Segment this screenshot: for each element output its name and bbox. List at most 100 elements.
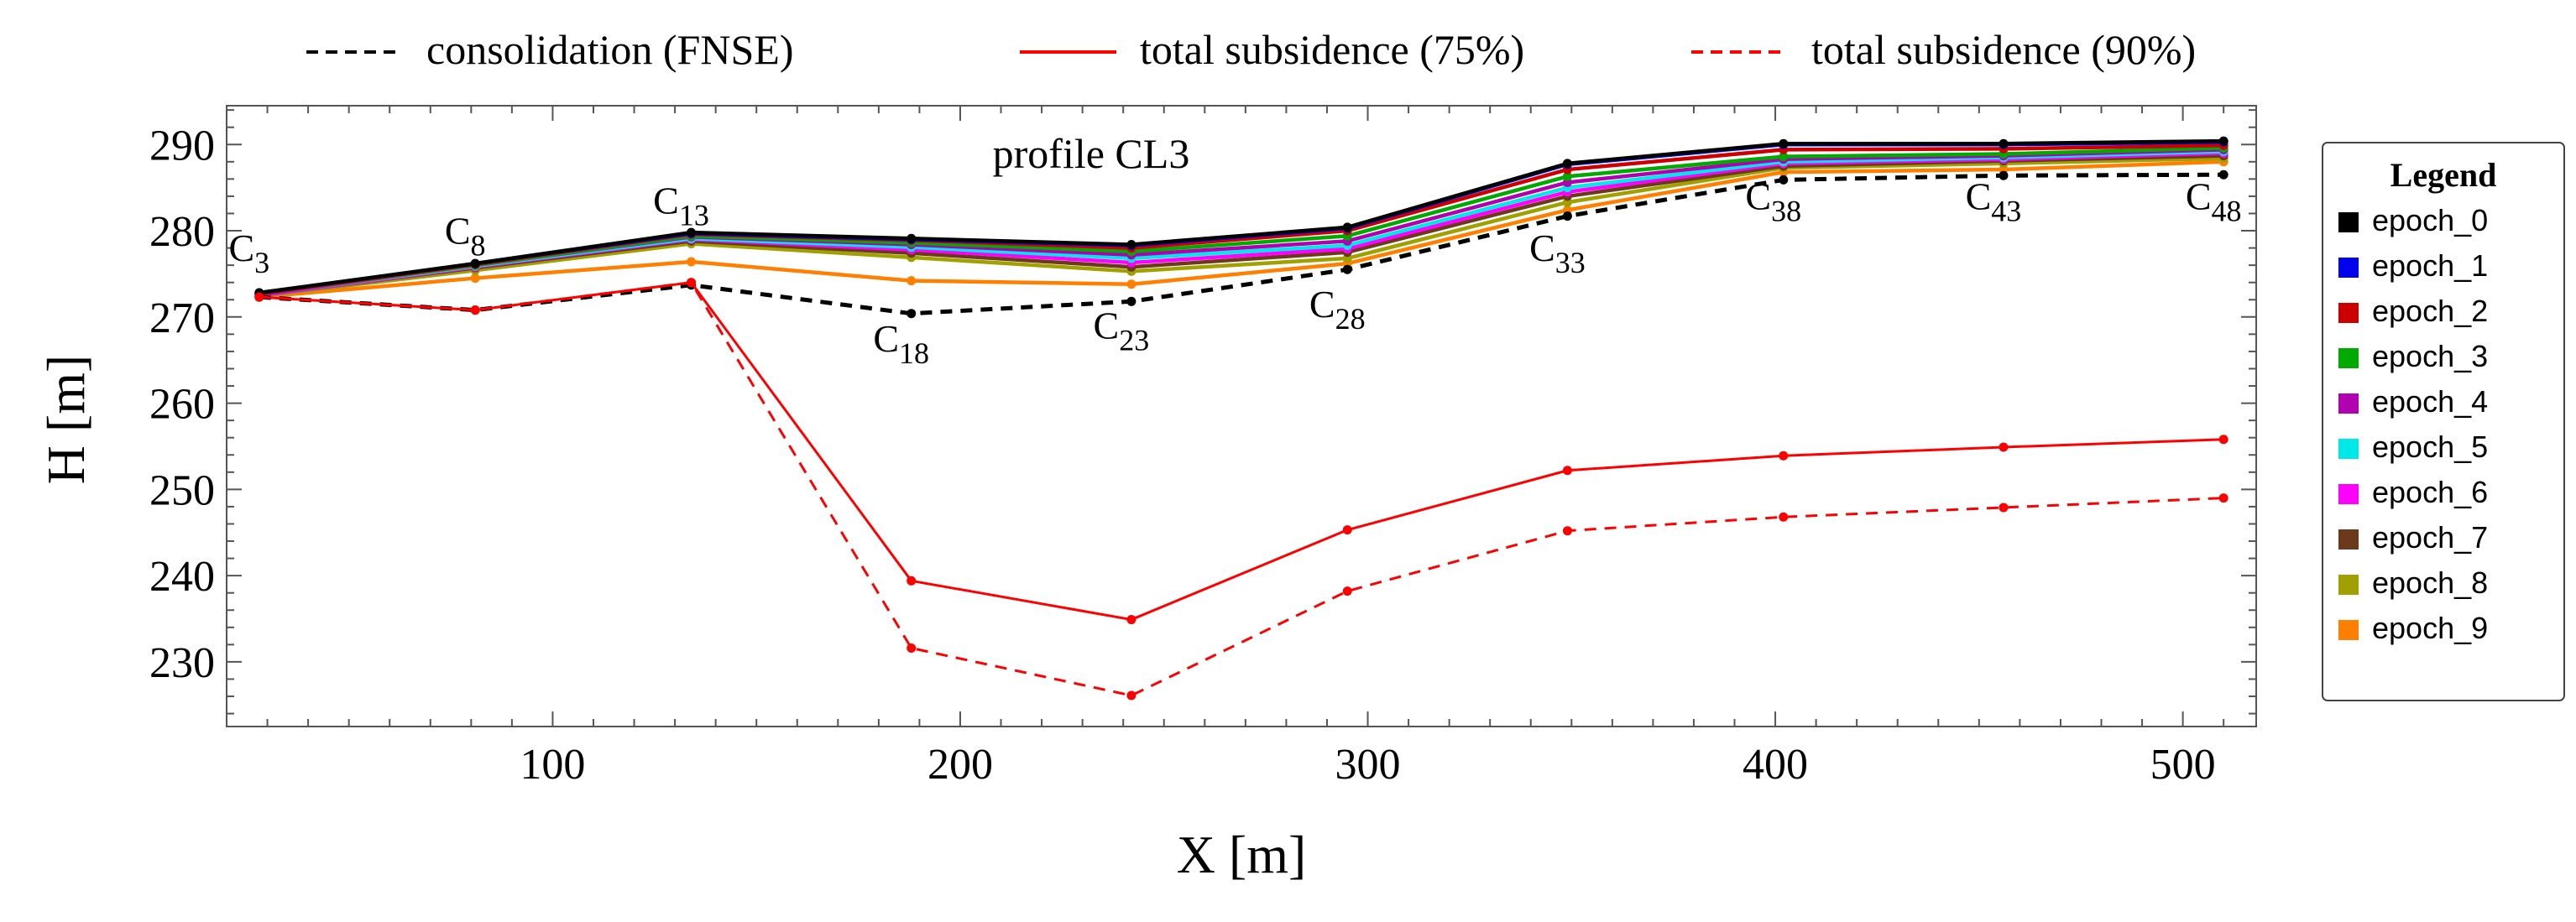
- legend-item-label: epoch_9: [2372, 611, 2488, 645]
- legend-swatch: [2338, 303, 2359, 323]
- data-point: [1779, 512, 1789, 522]
- data-point: [907, 576, 917, 586]
- chart-title: profile CL3: [993, 130, 1190, 177]
- data-point: [2218, 493, 2229, 503]
- series-line-consolidation-fnse-: [259, 172, 2224, 316]
- legend-swatch: [2338, 620, 2359, 640]
- data-point: [1126, 690, 1136, 701]
- series-line-epoch-9: [259, 159, 2224, 300]
- y-tick-label: 230: [149, 639, 215, 687]
- data-point: [1342, 586, 1352, 596]
- data-point: [1126, 615, 1136, 625]
- x-tick-label: 100: [520, 741, 585, 789]
- legend-item-label: epoch_7: [2372, 520, 2488, 555]
- point-label: C8: [445, 209, 486, 262]
- series-line-epoch-0: [259, 138, 2224, 295]
- data-point: [1562, 159, 1572, 169]
- data-point: [907, 643, 917, 653]
- axis-ticks: 100 200 300 400 500 230 240 250 260 270 280 290: [149, 106, 2256, 789]
- top-legend: consolidation (FNSE) total subsidence (75…: [306, 26, 2196, 73]
- legend-swatch: [2338, 393, 2359, 414]
- y-tick-label: 270: [149, 294, 215, 342]
- y-tick-label: 250: [149, 466, 215, 514]
- legend-swatch: [2338, 439, 2359, 459]
- x-tick-label: 200: [927, 741, 993, 789]
- data-point: [470, 305, 480, 315]
- data-point: [687, 278, 697, 288]
- data-point: [907, 233, 917, 243]
- right-legend: Legend epoch_0 epoch_1 epoch_2 epoch_3epoch…: [2322, 142, 2565, 701]
- point-label: C33: [1529, 227, 1586, 279]
- legend-item-label: epoch_3: [2372, 339, 2488, 373]
- legend-item-label: epoch_4: [2372, 384, 2488, 419]
- top-legend-label: total subsidence (90%): [1811, 26, 2196, 73]
- data-point: [687, 257, 697, 267]
- data-point: [1779, 451, 1789, 461]
- x-tick-label: 400: [1743, 741, 1808, 789]
- legend-item-label: epoch_0: [2372, 203, 2488, 237]
- top-legend-label: total subsidence (75%): [1140, 26, 1524, 73]
- data-point: [1999, 442, 2009, 452]
- point-labels: C3 C8 C13 C18 C23 C28 C33 C38 C43 C48: [228, 175, 2241, 370]
- y-axis-label: H [m]: [36, 355, 96, 485]
- y-tick-label: 290: [149, 122, 215, 169]
- data-point: [1779, 175, 1789, 185]
- data-point: [1779, 152, 1789, 162]
- x-tick-label: 300: [1335, 741, 1401, 789]
- data-point: [907, 276, 917, 286]
- point-label: C38: [1745, 175, 1801, 227]
- legend-item-label: epoch_8: [2372, 565, 2488, 600]
- data-point: [1126, 279, 1136, 289]
- data-point: [1562, 211, 1572, 221]
- data-point: [1562, 171, 1572, 181]
- data-point: [2218, 435, 2229, 445]
- point-label: C23: [1094, 305, 1150, 357]
- data-point: [687, 227, 697, 237]
- point-label: C48: [2186, 175, 2242, 227]
- x-tick-label: 500: [2150, 741, 2216, 789]
- data-point: [907, 309, 917, 319]
- point-label: C18: [873, 317, 929, 370]
- data-point: [1126, 239, 1136, 249]
- data-point: [1999, 138, 2009, 148]
- legend-box: [2322, 142, 2565, 701]
- legend-swatch: [2338, 484, 2359, 504]
- point-label: C28: [1309, 283, 1366, 336]
- legend-swatch: [2338, 258, 2359, 278]
- legend-item-label: epoch_6: [2372, 475, 2488, 509]
- series-line-total-subsidence-90-: [259, 281, 2224, 697]
- series-layer: [254, 136, 2229, 701]
- data-point: [1126, 296, 1136, 306]
- legend-swatch: [2338, 575, 2359, 595]
- data-point: [2218, 169, 2229, 180]
- data-point: [254, 292, 264, 302]
- data-point: [2218, 136, 2229, 146]
- point-label: C43: [1966, 175, 2022, 227]
- data-point: [470, 258, 480, 268]
- legend-swatch: [2338, 529, 2359, 550]
- series-line-total-subsidence-75-: [259, 281, 2224, 622]
- legend-item-label: epoch_5: [2372, 430, 2488, 464]
- series-line-epoch-8: [259, 156, 2224, 299]
- legend-swatch: [2338, 348, 2359, 368]
- data-point: [1999, 503, 2009, 513]
- point-label: C3: [228, 227, 269, 279]
- legend-title: Legend: [2391, 156, 2497, 194]
- legend-item-label: epoch_2: [2372, 294, 2488, 328]
- data-point: [1342, 264, 1352, 274]
- point-label: C13: [653, 179, 709, 232]
- x-axis-label: X [m]: [1177, 825, 1307, 884]
- data-point: [1779, 138, 1789, 148]
- data-point: [1342, 525, 1352, 535]
- data-point: [1342, 222, 1352, 232]
- data-point: [470, 273, 480, 284]
- legend-item-label: epoch_1: [2372, 248, 2488, 283]
- data-point: [1999, 170, 2009, 180]
- y-tick-label: 280: [149, 208, 215, 256]
- y-tick-label: 240: [149, 553, 215, 601]
- data-point: [1562, 466, 1572, 476]
- data-point: [1562, 526, 1572, 536]
- top-legend-label: consolidation (FNSE): [426, 26, 793, 73]
- y-tick-label: 260: [149, 381, 215, 429]
